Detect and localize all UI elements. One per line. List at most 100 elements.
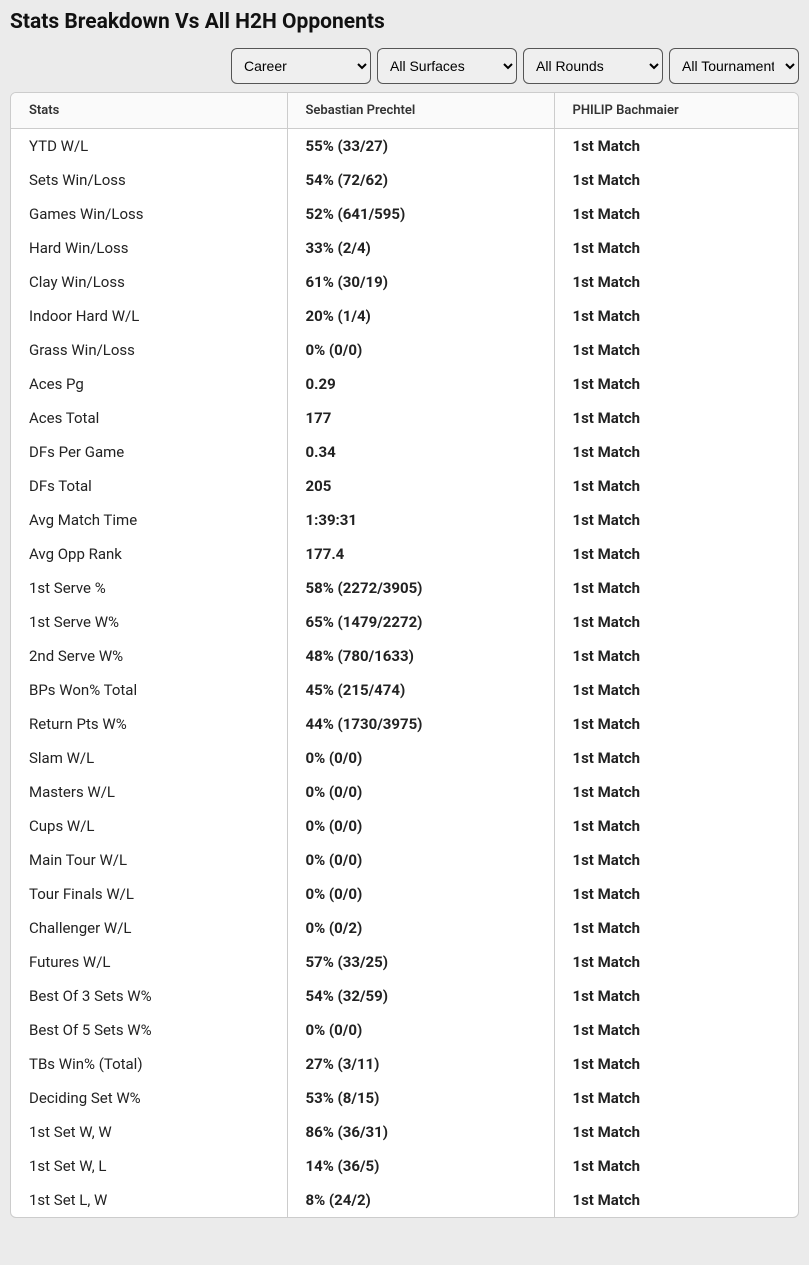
table-row: Slam W/L0% (0/0)1st Match [11,741,798,775]
player1-value: 0% (0/0) [287,843,554,877]
player1-value: 1:39:31 [287,503,554,537]
stat-label: Aces Total [11,401,287,435]
player1-value: 45% (215/474) [287,673,554,707]
stat-label: 1st Set W, W [11,1115,287,1149]
header-player1: Sebastian Prechtel [287,93,554,129]
player1-value: 177.4 [287,537,554,571]
table-row: Aces Pg0.291st Match [11,367,798,401]
player1-value: 65% (1479/2272) [287,605,554,639]
player1-value: 20% (1/4) [287,299,554,333]
player1-value: 57% (33/25) [287,945,554,979]
stat-label: Aces Pg [11,367,287,401]
stat-label: 1st Serve % [11,571,287,605]
table-row: BPs Won% Total45% (215/474)1st Match [11,673,798,707]
stat-label: Hard Win/Loss [11,231,287,265]
table-row: Games Win/Loss52% (641/595)1st Match [11,197,798,231]
player1-value: 58% (2272/3905) [287,571,554,605]
table-row: Masters W/L0% (0/0)1st Match [11,775,798,809]
table-row: Best Of 3 Sets W%54% (32/59)1st Match [11,979,798,1013]
career-select[interactable]: Career [231,48,371,84]
stat-label: Cups W/L [11,809,287,843]
player1-value: 55% (33/27) [287,129,554,164]
stat-label: Main Tour W/L [11,843,287,877]
player1-value: 27% (3/11) [287,1047,554,1081]
table-row: 1st Set W, L14% (36/5)1st Match [11,1149,798,1183]
table-row: Futures W/L57% (33/25)1st Match [11,945,798,979]
player1-value: 44% (1730/3975) [287,707,554,741]
player2-value: 1st Match [554,1149,798,1183]
player1-value: 48% (780/1633) [287,639,554,673]
player2-value: 1st Match [554,775,798,809]
player1-value: 54% (32/59) [287,979,554,1013]
player1-value: 0.34 [287,435,554,469]
player2-value: 1st Match [554,197,798,231]
player1-value: 0% (0/0) [287,1013,554,1047]
table-row: TBs Win% (Total)27% (3/11)1st Match [11,1047,798,1081]
header-stats: Stats [11,93,287,129]
player1-value: 0% (0/0) [287,877,554,911]
player2-value: 1st Match [554,571,798,605]
stat-label: 1st Serve W% [11,605,287,639]
player2-value: 1st Match [554,1115,798,1149]
player2-value: 1st Match [554,979,798,1013]
stat-label: Best Of 5 Sets W% [11,1013,287,1047]
table-row: Aces Total1771st Match [11,401,798,435]
stat-label: 1st Set W, L [11,1149,287,1183]
player1-value: 52% (641/595) [287,197,554,231]
player1-value: 0% (0/0) [287,775,554,809]
player1-value: 177 [287,401,554,435]
player2-value: 1st Match [554,1081,798,1115]
player2-value: 1st Match [554,333,798,367]
player2-value: 1st Match [554,435,798,469]
player2-value: 1st Match [554,299,798,333]
table-row: Return Pts W%44% (1730/3975)1st Match [11,707,798,741]
player1-value: 53% (8/15) [287,1081,554,1115]
table-row: Clay Win/Loss61% (30/19)1st Match [11,265,798,299]
player2-value: 1st Match [554,265,798,299]
stats-table-container: Stats Sebastian Prechtel PHILIP Bachmaie… [10,92,799,1218]
player2-value: 1st Match [554,639,798,673]
table-row: Main Tour W/L0% (0/0)1st Match [11,843,798,877]
player1-value: 0.29 [287,367,554,401]
stat-label: Avg Match Time [11,503,287,537]
player2-value: 1st Match [554,673,798,707]
player1-value: 86% (36/31) [287,1115,554,1149]
table-header-row: Stats Sebastian Prechtel PHILIP Bachmaie… [11,93,798,129]
stat-label: Tour Finals W/L [11,877,287,911]
table-row: 1st Set W, W86% (36/31)1st Match [11,1115,798,1149]
player1-value: 0% (0/0) [287,809,554,843]
tournaments-select[interactable]: All Tournaments [669,48,799,84]
player2-value: 1st Match [554,843,798,877]
table-row: Sets Win/Loss54% (72/62)1st Match [11,163,798,197]
player1-value: 14% (36/5) [287,1149,554,1183]
player1-value: 33% (2/4) [287,231,554,265]
stat-label: Grass Win/Loss [11,333,287,367]
player1-value: 0% (0/0) [287,741,554,775]
stat-label: Masters W/L [11,775,287,809]
stat-label: Deciding Set W% [11,1081,287,1115]
stat-label: Avg Opp Rank [11,537,287,571]
player2-value: 1st Match [554,1183,798,1217]
page-title: Stats Breakdown Vs All H2H Opponents [10,10,799,34]
player2-value: 1st Match [554,401,798,435]
table-row: Deciding Set W%53% (8/15)1st Match [11,1081,798,1115]
player2-value: 1st Match [554,605,798,639]
rounds-select[interactable]: All Rounds [523,48,663,84]
stat-label: Indoor Hard W/L [11,299,287,333]
stat-label: BPs Won% Total [11,673,287,707]
player2-value: 1st Match [554,741,798,775]
player2-value: 1st Match [554,469,798,503]
stat-label: Clay Win/Loss [11,265,287,299]
table-row: Indoor Hard W/L20% (1/4)1st Match [11,299,798,333]
player2-value: 1st Match [554,945,798,979]
player1-value: 61% (30/19) [287,265,554,299]
table-row: YTD W/L55% (33/27)1st Match [11,129,798,164]
stat-label: Slam W/L [11,741,287,775]
surfaces-select[interactable]: All Surfaces [377,48,517,84]
stat-label: Games Win/Loss [11,197,287,231]
header-player2: PHILIP Bachmaier [554,93,798,129]
stat-label: Futures W/L [11,945,287,979]
player1-value: 54% (72/62) [287,163,554,197]
player2-value: 1st Match [554,231,798,265]
table-row: Grass Win/Loss0% (0/0)1st Match [11,333,798,367]
